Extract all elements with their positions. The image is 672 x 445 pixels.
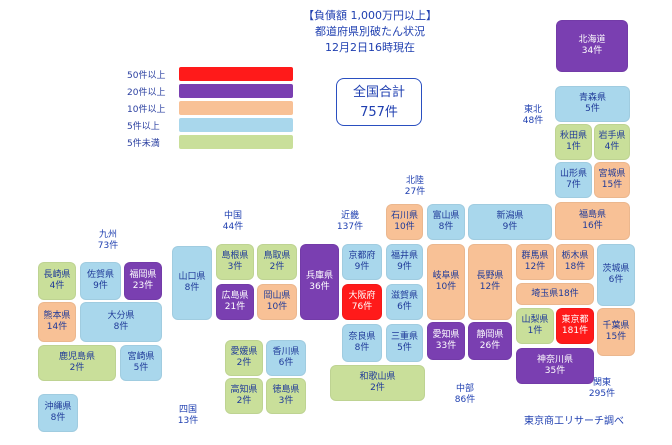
pref-kagoshima: 鹿児島県 2件 — [38, 345, 116, 381]
pref-okayama: 岡山県 10件 — [257, 284, 297, 320]
national-total-box: 全国合計 757件 — [336, 78, 422, 126]
pref-osaka: 大阪府 76件 — [342, 284, 382, 320]
pref-wakayama: 和歌山県 2件 — [330, 365, 425, 401]
pref-tokushima: 徳島県 3件 — [266, 378, 306, 414]
pref-shimane: 島根県 3件 — [216, 244, 254, 280]
pref-toyama: 富山県 8件 — [427, 204, 465, 240]
pref-nagano: 長野県 12件 — [468, 244, 512, 320]
legend-label: 10件以上 — [127, 105, 166, 115]
pref-saitama: 埼玉県18件 — [516, 283, 594, 305]
pref-yamanashi: 山梨県 1件 — [516, 308, 554, 344]
map-title: 【負債額 1,000万円以上】 都道府県別破たん状況 12月2日16時現在 — [270, 8, 470, 56]
pref-aichi: 愛知県 33件 — [427, 322, 465, 360]
pref-shizuoka: 静岡県 26件 — [468, 322, 512, 360]
pref-ehime: 愛媛県 2件 — [225, 340, 263, 376]
pref-hyogo: 兵庫県 36件 — [300, 244, 339, 320]
region-label-tohoku: 東北 48件 — [522, 105, 544, 126]
pref-hiroshima: 広島県 21件 — [216, 284, 254, 320]
pref-gunma: 群馬県 12件 — [516, 244, 554, 280]
pref-kumamoto: 熊本県 14件 — [38, 302, 76, 342]
legend-swatch — [179, 67, 293, 81]
legend-swatch — [179, 101, 293, 115]
region-label-chubu: 中部 86件 — [454, 384, 476, 405]
title-line-1: 【負債額 1,000万円以上】 — [303, 9, 437, 22]
title-line-3: 12月2日16時現在 — [325, 41, 415, 54]
pref-yamagata: 山形県 7件 — [555, 162, 592, 198]
pref-chiba: 千葉県 15件 — [597, 308, 635, 356]
total-value: 757件 — [360, 105, 398, 120]
legend-label: 5件未満 — [127, 139, 160, 149]
legend-label: 5件以上 — [127, 122, 160, 132]
region-label-kanto: 関東 295件 — [588, 378, 616, 399]
legend-swatch — [179, 84, 293, 98]
pref-yamaguchi: 山口県 8件 — [172, 246, 212, 320]
pref-iwate: 岩手県 4件 — [594, 124, 630, 160]
pref-saga: 佐賀県 9件 — [80, 262, 121, 300]
legend-swatch — [179, 135, 293, 149]
region-label-shikoku: 四国 13件 — [177, 405, 199, 426]
legend-label: 20件以上 — [127, 88, 166, 98]
pref-kochi: 高知県 2件 — [225, 378, 263, 414]
region-label-kinki: 近畿 137件 — [336, 211, 364, 232]
pref-fukui: 福井県 9件 — [386, 244, 423, 280]
region-label-chugoku: 中国 44件 — [222, 211, 244, 232]
pref-aomori: 青森県 5件 — [555, 86, 630, 122]
pref-tochigi: 栃木県 18件 — [556, 244, 594, 280]
pref-tottori: 鳥取県 2件 — [257, 244, 297, 280]
pref-miyazaki: 宮崎県 5件 — [120, 345, 162, 381]
pref-niigata: 新潟県 9件 — [468, 204, 552, 240]
pref-nara: 奈良県 8件 — [342, 324, 382, 362]
pref-okinawa: 沖縄県 8件 — [38, 394, 78, 432]
legend-swatch — [179, 118, 293, 132]
source-credit: 東京商工リサーチ調べ — [524, 416, 624, 427]
pref-mie: 三重県 5件 — [386, 324, 423, 362]
pref-nagasaki: 長崎県 4件 — [38, 262, 76, 300]
pref-ibaraki: 茨城県 6件 — [597, 244, 635, 306]
pref-ishikawa: 石川県 10件 — [386, 204, 423, 240]
legend-label: 50件以上 — [127, 71, 166, 81]
pref-akita: 秋田県 1件 — [555, 124, 592, 160]
region-label-hokuriku: 北陸 27件 — [404, 176, 426, 197]
pref-gifu: 岐阜県 10件 — [427, 244, 465, 320]
total-label: 全国合計 — [352, 85, 405, 100]
pref-kanagawa: 神奈川県 35件 — [516, 348, 594, 384]
pref-kagawa: 香川県 6件 — [266, 340, 306, 376]
pref-shiga: 滋賀県 6件 — [386, 284, 423, 320]
pref-tokyo: 東京都 181件 — [556, 308, 594, 344]
pref-fukushima: 福島県 16件 — [555, 202, 630, 240]
pref-miyagi: 宮城県 15件 — [594, 162, 630, 198]
pref-hokkaido: 北海道 34件 — [556, 20, 628, 72]
region-label-kyushu: 九州 73件 — [97, 230, 119, 251]
title-line-2: 都道府県別破たん状況 — [315, 25, 425, 38]
pref-fukuoka: 福岡県 23件 — [124, 262, 162, 300]
pref-kyoto: 京都府 9件 — [342, 244, 382, 280]
pref-oita: 大分県 8件 — [80, 302, 162, 342]
